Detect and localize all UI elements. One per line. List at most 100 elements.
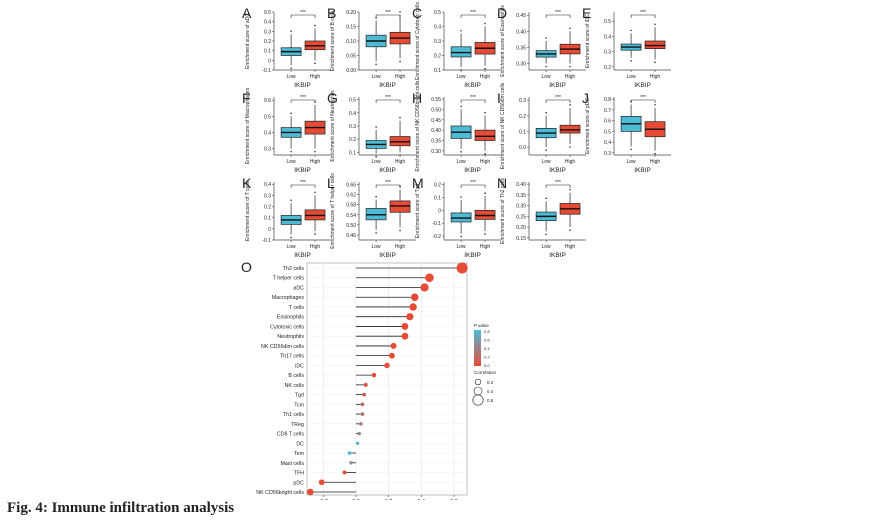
y-tick-label: 0.3 bbox=[434, 39, 441, 45]
x-tick-label: High bbox=[310, 159, 321, 165]
panel-letter: J bbox=[582, 90, 589, 106]
outlier-low bbox=[545, 112, 547, 114]
lollipop-category-label: Tgd bbox=[295, 393, 304, 399]
y-tick-label: 0 bbox=[268, 58, 271, 64]
lollipop-category-label: DC bbox=[296, 441, 304, 447]
y-tick-label: 0.2 bbox=[434, 54, 441, 60]
y-tick-label: 0.3 bbox=[264, 193, 271, 199]
legend-corr-circle bbox=[474, 378, 482, 386]
panel-ylabel: Enrichment score of Eosinophils bbox=[500, 5, 506, 77]
panel-letter: C bbox=[412, 5, 422, 21]
outlier-high bbox=[484, 233, 486, 235]
y-tick-label: 0.2 bbox=[264, 205, 271, 211]
x-tick-label: Low bbox=[287, 74, 297, 80]
outlier-high bbox=[484, 67, 486, 70]
y-tick-label: 0.4 bbox=[604, 140, 611, 146]
y-tick-label: 0.4 bbox=[264, 130, 271, 136]
y-tick-label: 0.5 bbox=[264, 10, 271, 16]
x-tick-label: Low bbox=[457, 74, 467, 80]
x-tick-label: High bbox=[650, 74, 661, 80]
outlier-high bbox=[484, 192, 486, 194]
panel-ylabel: Enrichment score of Tgd bbox=[415, 184, 421, 239]
y-tick-label: 0.05 bbox=[346, 54, 356, 60]
x-tick-label: Low bbox=[542, 74, 552, 80]
lollipop-category-label: B cells bbox=[288, 373, 304, 379]
outlier-high bbox=[399, 60, 401, 63]
y-tick-label: 0.30 bbox=[516, 62, 526, 68]
lollipop-category-label: T cells bbox=[289, 305, 305, 311]
x-tick-label: High bbox=[395, 244, 406, 250]
significance-label: *** bbox=[385, 180, 391, 186]
outlier-high bbox=[399, 11, 401, 13]
x-tick-label: 0.2 bbox=[385, 499, 393, 500]
y-tick-label: 0.35 bbox=[516, 193, 526, 199]
lollipop-point bbox=[456, 262, 468, 274]
y-tick-label: 0.58 bbox=[346, 203, 356, 209]
lollipop-point bbox=[349, 461, 353, 465]
lollipop-category-label: TReg bbox=[291, 422, 304, 428]
lollipop-point bbox=[388, 352, 395, 359]
panel-ylabel: Enrichment score of iDC bbox=[585, 14, 591, 69]
significance-bracket bbox=[375, 14, 401, 18]
y-tick-label: 0.3 bbox=[604, 151, 611, 157]
y-tick-label: 0.2 bbox=[604, 65, 611, 71]
outlier-low bbox=[545, 197, 547, 200]
panel-letter: E bbox=[582, 5, 591, 21]
y-tick-label: 0.1 bbox=[349, 150, 356, 156]
legend-corr-tick: 0.2 bbox=[487, 380, 494, 385]
y-tick-label: 0.45 bbox=[516, 13, 526, 19]
significance-label: *** bbox=[385, 95, 391, 101]
outlier-high bbox=[314, 24, 316, 27]
x-tick-label: Low bbox=[542, 159, 552, 165]
y-tick-label: 0.15 bbox=[516, 236, 526, 242]
y-tick-label: 0.40 bbox=[431, 128, 441, 134]
y-tick-label: 0.1 bbox=[434, 68, 441, 74]
significance-label: *** bbox=[300, 180, 306, 186]
significance-bracket bbox=[630, 14, 656, 18]
panel-letter: G bbox=[327, 90, 338, 106]
legend-corr-tick: 0.6 bbox=[487, 398, 494, 403]
significance-bracket bbox=[545, 99, 571, 103]
x-tick-label: High bbox=[480, 74, 491, 80]
legend-corr-tick: 0.4 bbox=[487, 389, 494, 394]
lollipop-point bbox=[384, 362, 390, 369]
y-tick-label: 0.4 bbox=[264, 20, 271, 26]
panel-ylabel: Enrichment score of B cells bbox=[330, 10, 336, 71]
outlier-low bbox=[375, 195, 377, 198]
lollipop-category-label: iDC bbox=[295, 363, 304, 369]
y-tick-label: 0.25 bbox=[516, 214, 526, 220]
y-tick-label: 0.35 bbox=[431, 139, 441, 145]
lollipop-category-label: TFH bbox=[294, 471, 304, 477]
significance-label: *** bbox=[470, 180, 476, 186]
significance-bracket bbox=[375, 184, 401, 188]
y-tick-label: 0.4 bbox=[264, 182, 271, 188]
significance-bracket bbox=[290, 14, 316, 18]
outlier-high bbox=[654, 103, 656, 106]
lollipop-category-label: Eosinophils bbox=[277, 315, 304, 321]
significance-label: *** bbox=[555, 180, 561, 186]
y-tick-label: 0.1 bbox=[264, 216, 271, 222]
panel-letter: F bbox=[242, 90, 251, 106]
lollipop-point bbox=[406, 313, 414, 321]
outlier-high bbox=[654, 23, 656, 26]
panel-letter: K bbox=[242, 175, 252, 191]
x-tick-label: Low bbox=[372, 74, 382, 80]
y-tick-label: 0.3 bbox=[264, 29, 271, 35]
outlier-low bbox=[460, 105, 462, 108]
box-low bbox=[450, 46, 472, 58]
outlier-high bbox=[654, 152, 656, 155]
x-tick-label: Low bbox=[287, 159, 297, 165]
y-tick-label: 0.0 bbox=[519, 145, 526, 151]
outlier-low bbox=[290, 30, 292, 33]
panel-ylabel: Enrichment score of pDC bbox=[585, 98, 591, 154]
x-tick-label: High bbox=[565, 74, 576, 80]
y-tick-label: 0.6 bbox=[264, 98, 271, 104]
significance-bracket bbox=[290, 184, 316, 188]
lollipop-category-label: Th2 cells bbox=[283, 266, 305, 272]
box-high bbox=[474, 129, 496, 141]
y-tick-label: 0.30 bbox=[431, 149, 441, 155]
outlier-high bbox=[654, 61, 656, 64]
y-tick-label: 0.8 bbox=[604, 97, 611, 103]
outlier-high bbox=[484, 153, 486, 155]
